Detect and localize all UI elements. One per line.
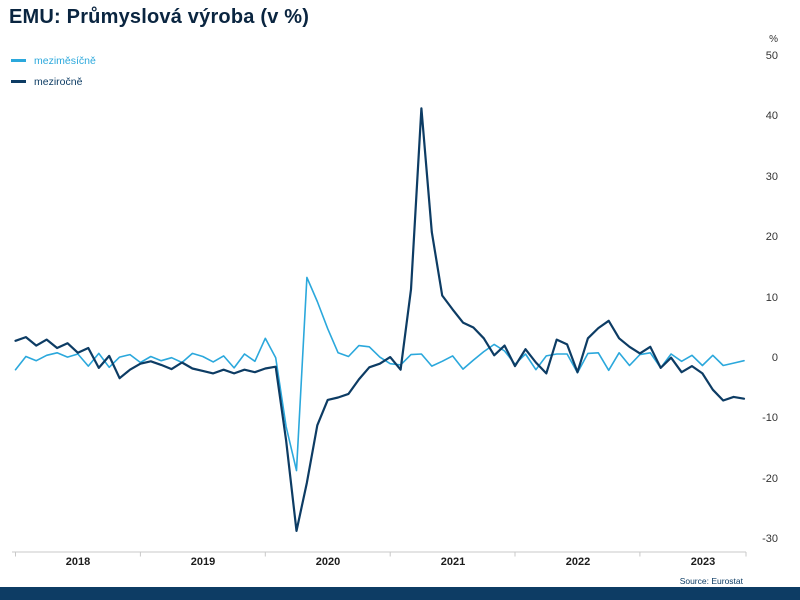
y-tick-label: 40 [765, 110, 778, 122]
x-tick-label: 2019 [190, 556, 216, 568]
x-tick-label: 2022 [565, 556, 591, 568]
legend: meziměsíčně meziročně [11, 53, 96, 95]
series-line-1 [14, 107, 746, 533]
x-tick-label: 2018 [65, 556, 91, 568]
y-tick-label: -30 [762, 533, 778, 545]
y-tick-label: 10 [765, 292, 778, 304]
source-note: Source: Eurostat [679, 576, 743, 586]
x-tick-label: 2020 [315, 556, 341, 568]
legend-label-mom: meziměsíčně [34, 54, 96, 67]
legend-swatch-yoy [11, 80, 26, 83]
y-tick-label: -10 [762, 412, 778, 424]
y-tick-label: 20 [765, 231, 778, 243]
legend-item-mom: meziměsíčně [11, 53, 96, 68]
y-tick-label: 30 [765, 171, 778, 183]
y-axis-unit-label: % [769, 34, 778, 45]
legend-swatch-mom [11, 59, 26, 62]
page-title: EMU: Průmyslová výroba (v %) [9, 6, 310, 28]
y-tick-label: 50 [765, 50, 778, 62]
x-tick-label: 2023 [690, 556, 716, 568]
y-tick-label: 0 [771, 352, 778, 364]
y-tick-label: -20 [762, 473, 778, 485]
series-line-0 [14, 276, 745, 472]
legend-item-yoy: meziročně [11, 74, 96, 89]
legend-label-yoy: meziročně [34, 75, 83, 88]
footer-bar [0, 587, 800, 600]
x-tick-label: 2021 [440, 556, 466, 568]
